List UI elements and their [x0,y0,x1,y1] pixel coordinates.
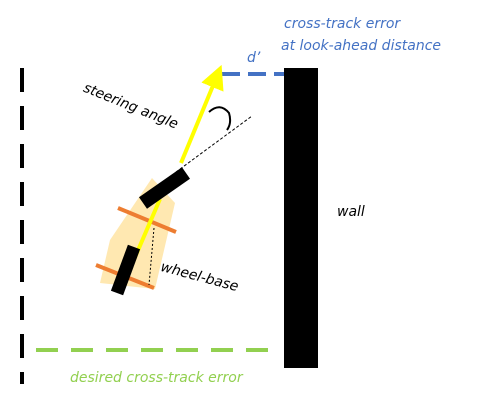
d-prime-label: d’ [247,50,261,66]
front-wheel [138,167,191,209]
steering-angle-arc [208,106,232,131]
wall [284,68,318,368]
heading-extension-dotted-line [175,115,253,173]
front-axle [117,206,177,234]
cross-track-error-label-line2: at look-ahead distance [281,38,442,54]
rear-wheel [110,244,141,296]
wall-label: wall [337,204,365,220]
desired-cross-track-error-label: desired cross-track error [70,370,243,386]
cross-track-error-label-line1: cross-track error [284,16,401,32]
wheel-base-dotted-line [148,227,155,286]
steering-direction-arrow [179,64,224,164]
